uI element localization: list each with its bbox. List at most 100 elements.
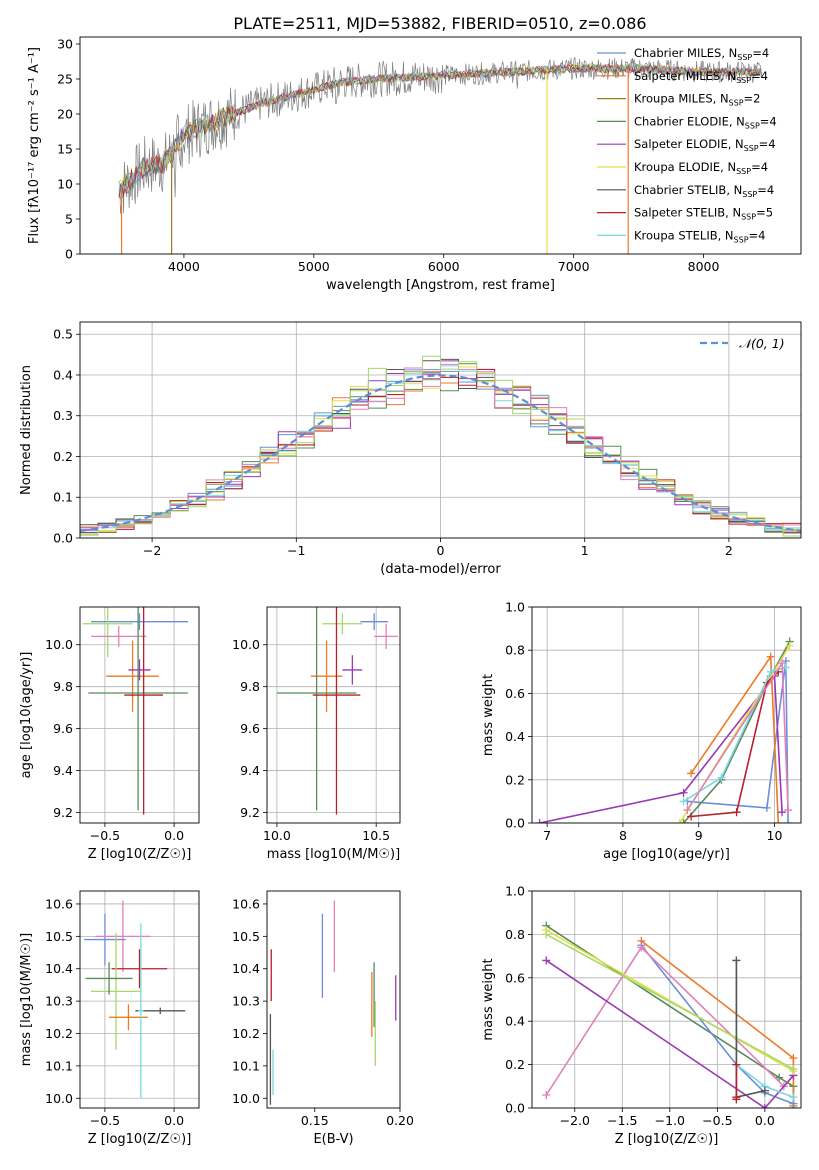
legend-subscript: SSP bbox=[736, 76, 751, 85]
series-marker bbox=[542, 956, 551, 965]
axes-frame bbox=[531, 890, 802, 1109]
y-tick-label: 10.3 bbox=[45, 994, 73, 1009]
x-axis-label: mass [log10(M/M☉)] bbox=[267, 847, 400, 862]
plot-panel-2: −0.5 0.0 9.2 9.4 9.6 9.8 10.0 Z [log10(Z/Z☉)] ag… bbox=[19, 606, 200, 862]
legend-count: =2 bbox=[744, 92, 761, 106]
y-tick-label: 0.0 bbox=[505, 816, 525, 831]
model-series-line bbox=[118, 63, 762, 198]
series-marker bbox=[760, 1086, 769, 1095]
series-line bbox=[545, 929, 794, 1072]
y-tick-label: 15 bbox=[57, 142, 73, 157]
plot-panel-4: 7 8 9 10 0.0 0.2 0.4 0.6 0.8 1.0 age [log10(age/yr… bbox=[481, 600, 802, 862]
plot-area bbox=[532, 891, 801, 1108]
x-tick-label: −0.5 bbox=[702, 1113, 732, 1128]
series-marker bbox=[760, 1104, 769, 1108]
x-tick-label: 1 bbox=[581, 543, 589, 558]
y-axis-label: mass weight bbox=[481, 674, 496, 756]
y-tick-label: 10.0 bbox=[232, 1091, 260, 1106]
y-axis-label: mass [log10(M/M☉)] bbox=[19, 933, 34, 1066]
y-tick-label: 1.0 bbox=[505, 884, 525, 899]
series-marker bbox=[679, 797, 688, 806]
x-tick-label: −1 bbox=[287, 543, 305, 558]
y-tick-label: 10.1 bbox=[232, 1058, 260, 1073]
legend: 𝒩(0, 1) bbox=[700, 336, 785, 351]
series-marker bbox=[683, 806, 692, 815]
y-tick-label: 0.6 bbox=[505, 686, 525, 701]
legend-subscript: SSP bbox=[744, 144, 759, 153]
x-tick-label: 6000 bbox=[428, 259, 460, 274]
x-tick-label: 8000 bbox=[688, 259, 720, 274]
y-tick-label: 9.4 bbox=[240, 763, 260, 778]
y-tick-label: 10 bbox=[57, 177, 73, 192]
series-marker bbox=[778, 659, 787, 668]
x-axis-label: E(B-V) bbox=[313, 1132, 353, 1147]
plot-area bbox=[80, 322, 801, 538]
y-tick-label: 9.8 bbox=[53, 679, 73, 694]
x-tick-label: 10.0 bbox=[263, 828, 291, 843]
x-axis-label: Z [log10(Z/Z☉)] bbox=[88, 1132, 192, 1147]
y-tick-label: 30 bbox=[57, 37, 73, 52]
axes-frame bbox=[266, 890, 401, 1109]
y-tick-label: 0.4 bbox=[505, 1014, 525, 1029]
y-tick-label: 10.0 bbox=[45, 1091, 73, 1106]
series-marker bbox=[784, 819, 793, 823]
gaussian-curve bbox=[80, 374, 801, 532]
x-tick-label: 10 bbox=[767, 828, 783, 843]
axes-frame bbox=[79, 890, 200, 1109]
y-tick-label: 1.0 bbox=[505, 600, 525, 615]
legend-subscript: SSP bbox=[734, 235, 749, 244]
series-line bbox=[735, 960, 766, 1099]
series-line bbox=[545, 959, 795, 1108]
series-line bbox=[687, 660, 789, 823]
y-tick-label: 9.6 bbox=[53, 721, 73, 736]
y-tick-label: 5 bbox=[65, 212, 73, 227]
legend-count: =4 bbox=[759, 137, 776, 151]
legend-subscript: SSP bbox=[741, 213, 756, 222]
plot-panel-3: 10.0 10.5 9.2 9.4 9.6 9.8 10.0 mass [log10(M/M☉… bbox=[232, 606, 401, 862]
y-tick-label: 9.6 bbox=[240, 721, 260, 736]
figure-title: PLATE=2511, MJD=53882, FIBERID=0510, z=0… bbox=[233, 14, 646, 33]
y-tick-label: 10.6 bbox=[45, 896, 73, 911]
y-tick-label: 0.0 bbox=[505, 1101, 525, 1116]
y-tick-label: 0.4 bbox=[505, 729, 525, 744]
plot-area bbox=[80, 891, 199, 1108]
series-marker bbox=[717, 773, 726, 782]
series-line bbox=[539, 673, 783, 823]
y-tick-label: 10.5 bbox=[232, 929, 260, 944]
y-axis-label: Normed distribution bbox=[19, 365, 34, 495]
series-marker bbox=[778, 808, 787, 817]
plot-panel-0: 4000 5000 6000 7000 8000 0 5 10 15 20 25 30 waveleng… bbox=[27, 36, 802, 293]
series-marker bbox=[675, 819, 684, 823]
y-tick-label: 0.5 bbox=[53, 327, 73, 342]
y-axis-label: Flux [fλ10⁻¹⁷ erg cm⁻² s⁻¹ A⁻¹] bbox=[27, 47, 42, 244]
y-tick-label: 10.3 bbox=[232, 994, 260, 1009]
series-marker bbox=[732, 956, 741, 965]
plot-panel-7: −2.0 −1.5 −1.0 −0.5 0.0 0.0 0.2 0.4 0.6 0.8 1.0 Z [… bbox=[481, 884, 802, 1147]
series-marker bbox=[542, 1090, 551, 1099]
y-tick-label: 0.3 bbox=[53, 408, 73, 423]
legend-subscript: SSP bbox=[742, 190, 757, 199]
y-tick-label: 9.2 bbox=[240, 805, 260, 820]
x-tick-label: −0.5 bbox=[90, 1113, 120, 1128]
series-line bbox=[690, 654, 780, 823]
y-tick-label: 0.1 bbox=[53, 490, 73, 505]
y-tick-label: 10.4 bbox=[45, 961, 73, 976]
series-marker bbox=[784, 806, 793, 815]
model-series-line bbox=[118, 63, 762, 198]
x-tick-label: 0.15 bbox=[301, 1113, 329, 1128]
y-tick-label: 10.2 bbox=[45, 1026, 73, 1041]
x-axis-label: (data-model)/error bbox=[380, 562, 501, 577]
legend-label: Chabrier ELODIE, NSSP=4 bbox=[634, 114, 777, 130]
y-tick-label: 10.4 bbox=[232, 961, 260, 976]
axes-frame bbox=[531, 606, 802, 824]
x-tick-label: −1.0 bbox=[655, 1113, 685, 1128]
x-tick-label: 0.0 bbox=[755, 1113, 775, 1128]
legend-count: =5 bbox=[756, 206, 773, 220]
series-marker bbox=[679, 819, 688, 823]
axes-frame bbox=[79, 36, 802, 255]
plot-area bbox=[267, 607, 400, 823]
y-tick-label: 0.2 bbox=[505, 772, 525, 787]
x-tick-label: 8 bbox=[619, 828, 627, 843]
x-tick-label: −0.5 bbox=[90, 828, 120, 843]
series-marker bbox=[766, 652, 775, 661]
